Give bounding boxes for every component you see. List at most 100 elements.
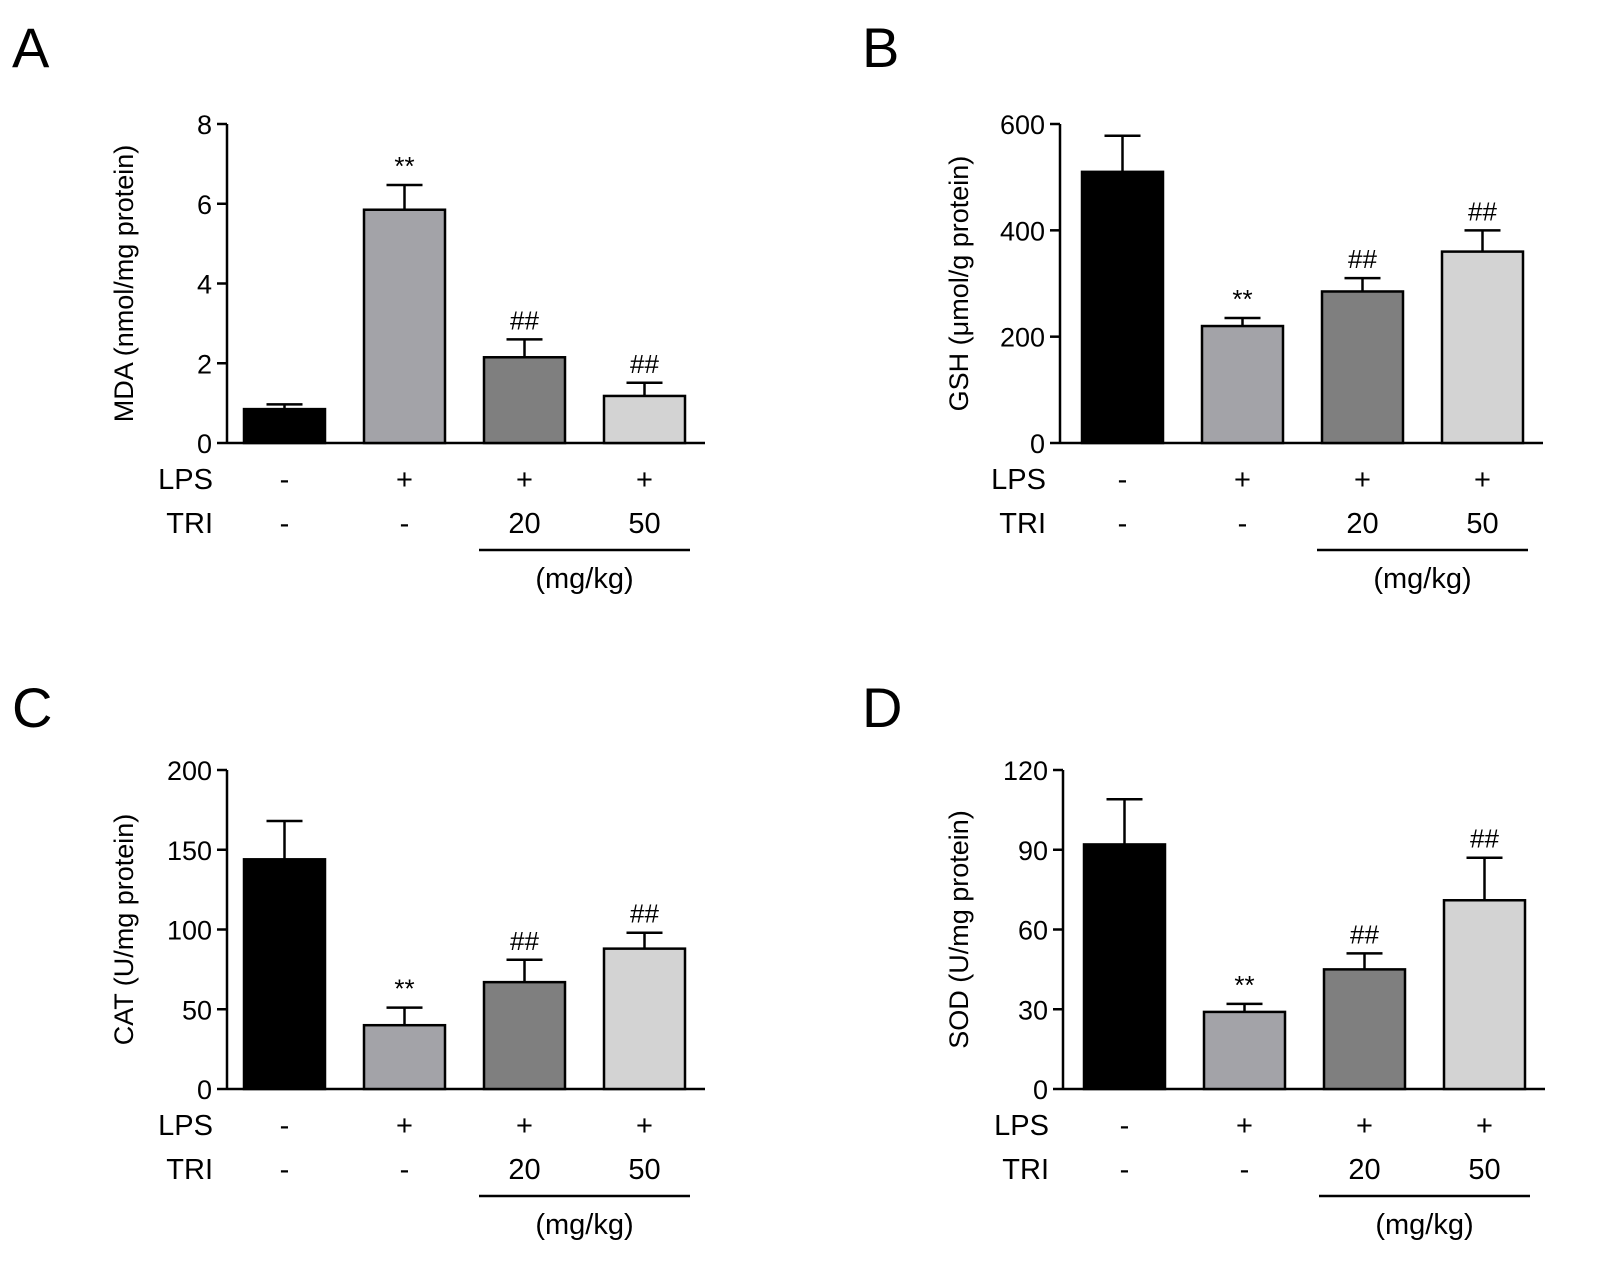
condition-label: - (280, 1110, 290, 1142)
y-axis-label: MDA (nmol/mg protein) (109, 145, 139, 423)
condition-label: - (280, 1154, 290, 1186)
row-label-tri: TRI (1002, 1154, 1049, 1186)
row-label-tri: TRI (999, 508, 1046, 540)
bar (362, 208, 447, 445)
condition-label: 20 (1348, 1154, 1380, 1186)
significance-label: ## (1470, 824, 1499, 854)
significance-label: ## (1348, 244, 1377, 274)
bar (1320, 290, 1405, 445)
significance-label: ** (394, 974, 414, 1004)
y-axis-label: SOD (U/mg protein) (944, 810, 974, 1049)
bar (1082, 843, 1167, 1091)
significance-label: ** (1234, 970, 1254, 1000)
y-axis-label: GSH (μmol/g protein) (944, 156, 974, 412)
y-tick-label: 90 (1018, 836, 1048, 866)
condition-label: + (1356, 1110, 1373, 1142)
condition-label: + (396, 464, 413, 496)
y-tick-label: 0 (197, 1075, 212, 1105)
condition-label: - (1120, 1110, 1130, 1142)
row-label-lps: LPS (994, 1110, 1049, 1142)
panel-letter: C (12, 676, 52, 739)
panel-letter: D (862, 676, 902, 739)
significance-label: ## (630, 349, 659, 379)
chart-panel-c: C 0 50 100 150 200 CAT (U/mg protein) ** ## ## LPS… (12, 676, 705, 1241)
y-tick-label: 200 (167, 756, 212, 786)
bar (1442, 899, 1527, 1091)
bar (1202, 1010, 1287, 1091)
condition-label: + (1234, 464, 1251, 496)
y-tick-label: 600 (1000, 110, 1045, 140)
significance-label: ** (394, 151, 414, 181)
y-tick-label: 2 (197, 349, 212, 379)
y-tick-label: 50 (182, 995, 212, 1025)
condition-label: 50 (1468, 1154, 1500, 1186)
bar (602, 394, 687, 445)
y-tick-label: 8 (197, 110, 212, 140)
condition-label: - (1118, 508, 1128, 540)
bar (1080, 170, 1165, 445)
condition-label: - (1240, 1154, 1250, 1186)
dose-unit-label: (mg/kg) (535, 1209, 633, 1241)
condition-label: + (516, 1110, 533, 1142)
panel-letter: A (12, 16, 50, 79)
condition-label: + (516, 464, 533, 496)
bar (602, 947, 687, 1091)
significance-label: ## (1468, 196, 1497, 226)
condition-label: + (1354, 464, 1371, 496)
bar (1322, 968, 1407, 1091)
row-label-lps: LPS (158, 464, 213, 496)
significance-label: ## (1350, 919, 1379, 949)
condition-label: - (400, 508, 410, 540)
condition-label: - (1120, 1154, 1130, 1186)
y-tick-label: 100 (167, 916, 212, 946)
chart-panel-b: B 0 200 400 600 GSH (μmol/g protein) ** ## ## LPS… (862, 16, 1543, 595)
chart-panel-a: A 0 2 4 6 8 MDA (nmol/mg protein) ** ## ## LPS - + + +… (12, 16, 705, 595)
condition-label: 50 (1466, 508, 1498, 540)
row-label-tri: TRI (166, 1154, 213, 1186)
y-tick-label: 4 (197, 270, 212, 300)
significance-label: ## (630, 899, 659, 929)
bar (242, 407, 327, 445)
bar (242, 858, 327, 1091)
dose-unit-label: (mg/kg) (1373, 563, 1471, 595)
condition-label: - (280, 508, 290, 540)
panel-letter: B (862, 16, 899, 79)
chart-panel-d: D 0 30 60 90 120 SOD (U/mg protein) ** ## ## LPS - +… (862, 676, 1545, 1241)
y-tick-label: 30 (1018, 995, 1048, 1025)
significance-label: ## (510, 305, 539, 335)
y-axis-label: CAT (U/mg protein) (109, 814, 139, 1046)
dose-unit-label: (mg/kg) (1375, 1209, 1473, 1241)
condition-label: - (1118, 464, 1128, 496)
y-tick-label: 0 (197, 429, 212, 459)
y-tick-label: 0 (1033, 1075, 1048, 1105)
condition-label: - (400, 1154, 410, 1186)
condition-label: + (1236, 1110, 1253, 1142)
significance-label: ** (1232, 284, 1252, 314)
y-tick-label: 200 (1000, 323, 1045, 353)
condition-label: - (280, 464, 290, 496)
condition-label: 50 (628, 1154, 660, 1186)
condition-label: + (636, 464, 653, 496)
y-tick-label: 60 (1018, 916, 1048, 946)
bar (362, 1023, 447, 1091)
y-tick-label: 400 (1000, 216, 1045, 246)
condition-label: 20 (1346, 508, 1378, 540)
bar (482, 356, 567, 445)
row-label-lps: LPS (158, 1110, 213, 1142)
y-tick-label: 150 (167, 836, 212, 866)
condition-label: 20 (508, 508, 540, 540)
row-label-lps: LPS (991, 464, 1046, 496)
condition-label: 50 (628, 508, 660, 540)
bar (1200, 324, 1285, 445)
condition-label: + (1476, 1110, 1493, 1142)
condition-label: - (1238, 508, 1248, 540)
significance-label: ## (510, 926, 539, 956)
y-tick-label: 120 (1003, 756, 1048, 786)
condition-label: + (1474, 464, 1491, 496)
row-label-tri: TRI (166, 508, 213, 540)
condition-label: 20 (508, 1154, 540, 1186)
y-tick-label: 0 (1030, 429, 1045, 459)
dose-unit-label: (mg/kg) (535, 563, 633, 595)
bar (1440, 250, 1525, 445)
